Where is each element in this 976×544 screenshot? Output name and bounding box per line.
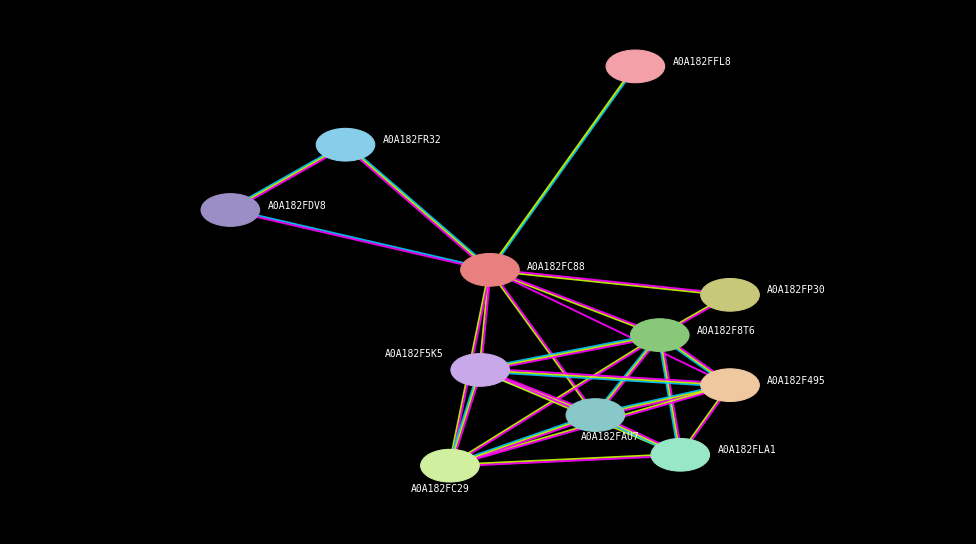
Circle shape [201, 194, 260, 226]
Circle shape [421, 449, 479, 482]
Text: A0A182FR32: A0A182FR32 [383, 135, 441, 145]
Circle shape [701, 369, 759, 401]
Text: A0A182FC88: A0A182FC88 [527, 262, 586, 271]
Text: A0A182FDV8: A0A182FDV8 [267, 201, 326, 211]
Text: A0A182F495: A0A182F495 [767, 376, 826, 386]
Text: A0A182FP30: A0A182FP30 [767, 286, 826, 295]
Circle shape [316, 128, 375, 161]
Circle shape [651, 438, 710, 471]
Circle shape [566, 399, 625, 431]
Text: A0A182FFL8: A0A182FFL8 [672, 57, 731, 67]
Text: A0A182F5K5: A0A182F5K5 [385, 349, 443, 358]
Text: A0A182FC29: A0A182FC29 [411, 484, 469, 493]
Circle shape [630, 319, 689, 351]
Text: A0A182F8T6: A0A182F8T6 [697, 326, 755, 336]
Circle shape [701, 279, 759, 311]
Circle shape [461, 254, 519, 286]
Circle shape [606, 50, 665, 83]
Circle shape [451, 354, 509, 386]
Text: A0A182FLA1: A0A182FLA1 [717, 446, 776, 455]
Text: A0A182FAU7: A0A182FAU7 [581, 432, 639, 442]
